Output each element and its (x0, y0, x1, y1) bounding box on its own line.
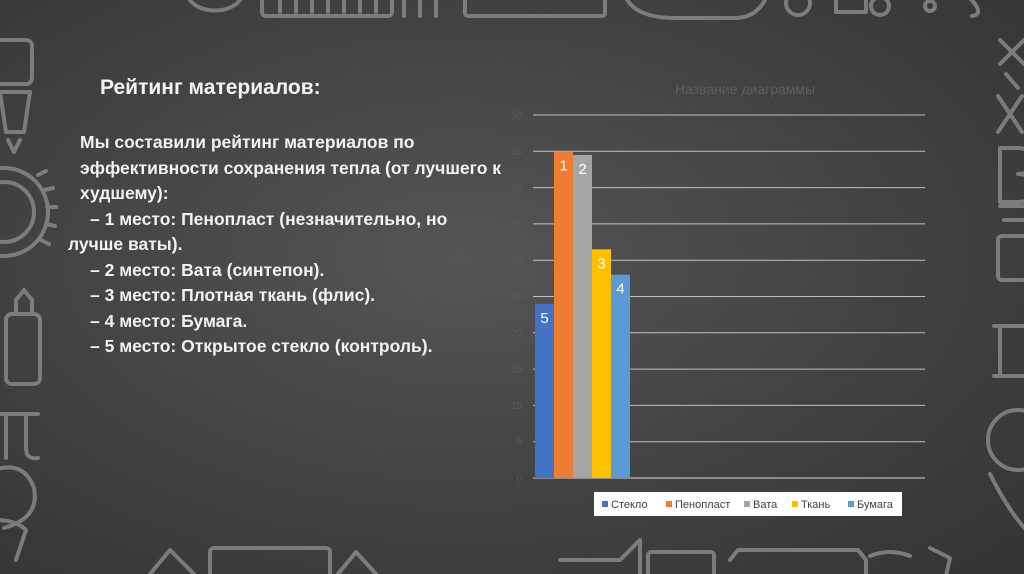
bar (573, 154, 592, 478)
data-label: 4 (616, 281, 624, 298)
legend-label: Стекло (611, 499, 648, 511)
bar (592, 249, 611, 478)
slide-heading: Рейтинг материалов: (100, 76, 321, 99)
materials-bar-chart: Название диаграммы 0 5 10 15 20 25 30 35 40 45 50 5 1… (511, 81, 925, 516)
rating-item-5: – 5 место: Открытое стекло (контроль). (90, 336, 433, 356)
rating-item-3: – 3 место: Плотная ткань (флис). (90, 285, 376, 305)
bar (554, 151, 573, 479)
y-tick-label: 10 (511, 401, 523, 412)
legend-swatch (602, 501, 608, 507)
legend-swatch (848, 501, 854, 507)
legend-swatch (792, 501, 798, 507)
data-label: 5 (540, 310, 548, 327)
legend-label: Ткань (801, 499, 830, 511)
y-tick-label: 5 (516, 437, 522, 448)
y-tick-label: 35 (511, 219, 523, 230)
chart-title: Название диаграммы (675, 81, 815, 97)
rating-item-4: – 4 место: Бумага. (90, 310, 248, 331)
y-tick-label: 45 (511, 147, 523, 158)
legend-label: Вата (753, 499, 778, 511)
y-tick-label: 50 (511, 111, 523, 122)
y-tick-label: 30 (511, 256, 523, 267)
data-label: 2 (578, 161, 586, 178)
y-tick-label: 40 (511, 183, 523, 194)
rating-intro: Мы составили рейтинг материалов по эффек… (80, 132, 501, 203)
y-tick-label: 20 (511, 328, 523, 339)
legend-label: Бумага (857, 499, 894, 511)
data-label: 3 (597, 255, 605, 272)
rating-item-2: – 2 место: Вата (синтепон). (90, 259, 325, 280)
bar (611, 274, 630, 478)
legend-swatch (666, 501, 672, 507)
legend-label: Пенопласт (675, 499, 730, 511)
rating-item-1: – 1 место: Пенопласт (незначительно, но (90, 208, 448, 229)
bar (535, 303, 554, 478)
rating-item-1-continuation: лучше ваты). (68, 234, 183, 254)
rating-text: Мы составили рейтинг материалов по эффек… (68, 130, 508, 360)
legend-swatch (744, 501, 750, 507)
data-label: 1 (559, 157, 567, 174)
y-tick-label: 25 (511, 292, 523, 303)
y-tick-label: 0 (516, 474, 522, 485)
y-tick-label: 15 (511, 365, 523, 376)
